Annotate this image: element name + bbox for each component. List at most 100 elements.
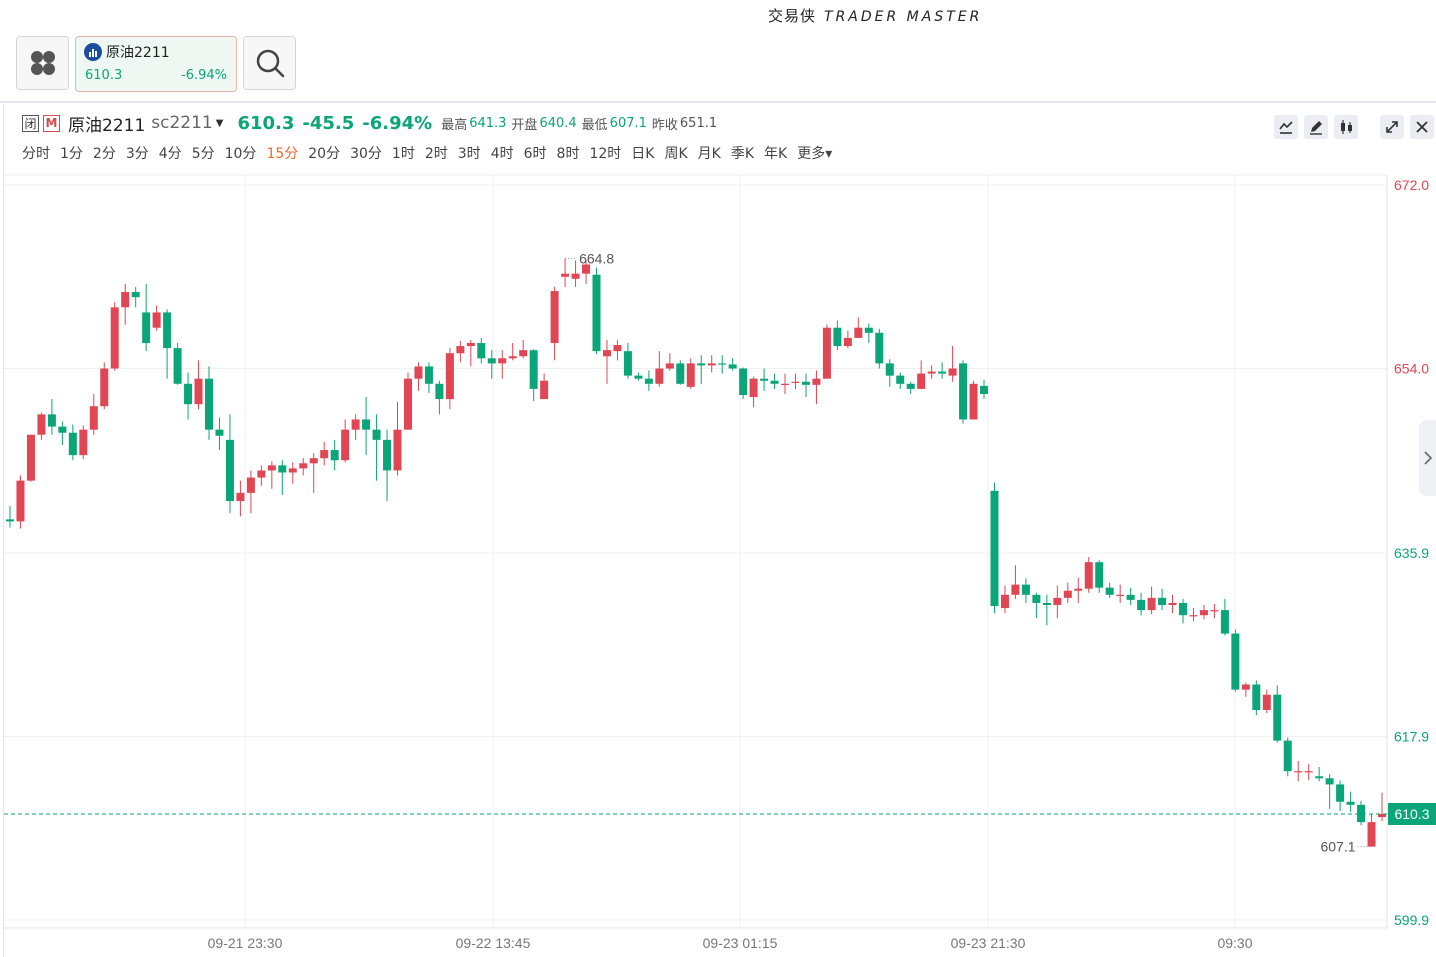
tab-name: 原油2211	[106, 45, 170, 61]
candle-body-20	[215, 429, 224, 436]
closed-tag: 闭	[22, 114, 39, 132]
search-button[interactable]	[243, 36, 296, 90]
candle-body-84	[885, 363, 894, 376]
apps-icon	[30, 51, 55, 75]
chart-panel	[3, 103, 1436, 957]
candle-body-59	[623, 351, 632, 376]
candle-body-83	[875, 332, 884, 364]
candle-body-21	[225, 439, 234, 502]
candle-body-48	[508, 356, 517, 359]
period-13[interactable]: 4时	[490, 146, 514, 162]
period-4[interactable]: 4分	[158, 146, 182, 162]
candle-body-108	[1137, 599, 1146, 611]
candle-body-89	[938, 371, 947, 374]
candle-body-7	[79, 429, 88, 456]
candle-body-62	[655, 368, 664, 384]
close-button[interactable]	[1410, 115, 1434, 139]
high-value: 641.3	[469, 115, 507, 131]
candle-body-95	[1000, 594, 1009, 609]
instrument-name: 原油2211	[68, 115, 146, 136]
candle-body-75	[791, 381, 800, 383]
period-22[interactable]: 更多▾	[797, 146, 833, 162]
candle-body-50	[529, 350, 538, 389]
period-18[interactable]: 周K	[664, 146, 688, 162]
period-9[interactable]: 30分	[350, 146, 382, 162]
candle-body-47	[498, 358, 507, 364]
period-8[interactable]: 20分	[308, 146, 341, 162]
candle-body-25	[267, 465, 276, 471]
candle-body-100	[1053, 597, 1062, 605]
period-2[interactable]: 2分	[92, 146, 116, 162]
period-20[interactable]: 季K	[730, 146, 755, 162]
candle-body-61	[644, 378, 653, 384]
price-change: -45.5	[302, 112, 355, 134]
candle-body-34	[362, 419, 371, 430]
period-12[interactable]: 3时	[457, 146, 481, 162]
caret-down-icon[interactable]: ▼	[215, 117, 224, 129]
candle-body-33	[351, 419, 360, 430]
period-3[interactable]: 3分	[125, 146, 149, 162]
candle-body-30	[320, 450, 329, 459]
candle-body-11	[121, 292, 130, 308]
candle-body-42	[445, 353, 454, 400]
candle-body-73	[770, 380, 779, 384]
period-19[interactable]: 月K	[697, 146, 721, 162]
candle-body-72	[760, 378, 769, 381]
candle-body-121	[1273, 694, 1282, 741]
candle-body-45	[477, 343, 486, 359]
candle-body-114	[1199, 610, 1208, 616]
candle-body-24	[257, 470, 266, 478]
expand-icon	[1386, 121, 1398, 133]
candle-body-68	[718, 363, 727, 365]
chart-badge-icon	[84, 43, 102, 61]
period-11[interactable]: 2时	[424, 146, 448, 162]
instrument-code[interactable]: sc2211	[151, 113, 213, 133]
period-15[interactable]: 8时	[556, 146, 580, 162]
instrument-tab[interactable]: 原油2211 610.3 -6.94%	[75, 36, 237, 92]
line-style-button[interactable]	[1274, 115, 1298, 139]
candle-body-128	[1346, 801, 1355, 805]
candle-body-92	[969, 383, 978, 420]
apps-button[interactable]	[16, 36, 69, 90]
candle-body-14	[152, 312, 161, 328]
candle-body-64	[676, 363, 685, 384]
candle-body-131	[1378, 813, 1386, 818]
candle-body-94	[990, 490, 999, 607]
period-0[interactable]: 分时	[22, 146, 50, 162]
candle-body-56	[592, 274, 601, 352]
x-tick-3: 09-23 21:30	[951, 935, 1026, 951]
period-5[interactable]: 5分	[191, 146, 215, 162]
period-16[interactable]: 12时	[589, 146, 622, 162]
period-bar: 分时 1分 2分 3分 4分 5分 10分 15分 20分 30分 1时 2时 3时 4时 6时 8时 12时日…	[22, 143, 842, 163]
candle-body-3	[37, 414, 46, 435]
candle-body-99	[1042, 602, 1051, 605]
candle-body-91	[959, 363, 968, 420]
period-14[interactable]: 6时	[523, 146, 547, 162]
period-6[interactable]: 10分	[224, 146, 257, 162]
candle-body-32	[341, 429, 350, 461]
chart-tools	[1274, 115, 1434, 139]
period-1[interactable]: 1分	[60, 146, 83, 162]
candle-body-104	[1095, 562, 1104, 588]
side-panel-toggle[interactable]	[1419, 420, 1436, 496]
expand-button[interactable]	[1380, 115, 1404, 139]
candle-body-35	[372, 429, 381, 440]
x-tick-1: 09-22 13:45	[456, 935, 531, 951]
candle-body-54	[571, 273, 580, 279]
candle-body-74	[781, 383, 790, 385]
candle-body-67	[707, 363, 716, 366]
period-21[interactable]: 年K	[764, 146, 788, 162]
draw-button[interactable]	[1304, 115, 1328, 139]
indicator-button[interactable]	[1334, 115, 1358, 139]
y-tick-4: 599.9	[1394, 912, 1429, 928]
candle-body-118	[1241, 684, 1250, 690]
open-value: 640.4	[539, 115, 577, 131]
period-10[interactable]: 1时	[391, 146, 415, 162]
candle-body-27	[288, 468, 297, 473]
period-7[interactable]: 15分	[266, 146, 299, 162]
last-price-tag-label: 610.3	[1394, 806, 1429, 822]
candle-body-22	[236, 492, 245, 502]
period-17[interactable]: 日K	[631, 146, 655, 162]
candle-body-38	[403, 378, 412, 430]
